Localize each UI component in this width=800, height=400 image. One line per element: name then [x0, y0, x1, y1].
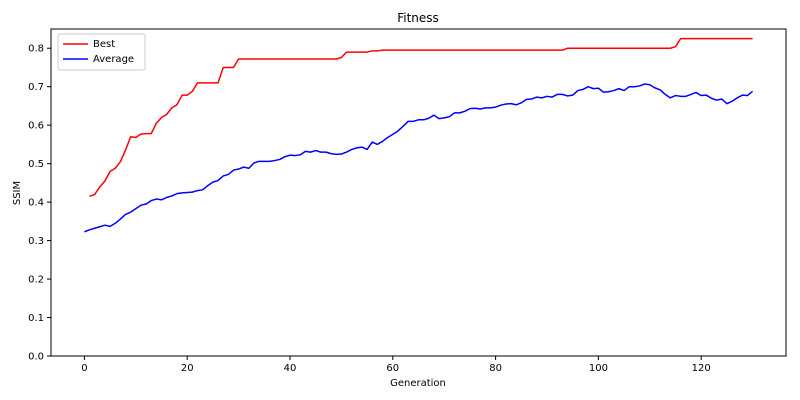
- chart-title: Fitness: [397, 11, 439, 25]
- y-tick-label: 0.1: [28, 313, 44, 324]
- y-axis-ticks: 0.0 0.1 0.2 0.3 0.4 0.5 0.6 0.7 0.8: [28, 44, 51, 363]
- y-tick-label: 0.4: [28, 198, 44, 209]
- series-layer: [84, 37, 754, 233]
- x-tick-label: 40: [284, 363, 297, 374]
- y-tick-label: 0.7: [28, 82, 44, 93]
- y-tick-label: 0.5: [28, 159, 44, 170]
- x-axis-label: Generation: [390, 378, 446, 389]
- legend: Best Average: [57, 33, 146, 71]
- x-tick-label: 120: [692, 363, 711, 374]
- legend-best-label: Best: [93, 39, 115, 50]
- x-tick-label: 0: [81, 363, 87, 374]
- y-tick-label: 0.8: [28, 44, 44, 55]
- x-tick-label: 20: [181, 363, 194, 374]
- series-line-best: [89, 37, 753, 198]
- series-line-average: [84, 83, 754, 233]
- y-axis-label: SSIM: [12, 181, 23, 205]
- x-axis-ticks: 0 20 40 60 80 100 120: [81, 356, 711, 374]
- x-tick-label: 100: [589, 363, 608, 374]
- y-tick-label: 0.3: [28, 236, 44, 247]
- x-tick-label: 60: [386, 363, 399, 374]
- y-tick-label: 0.6: [28, 121, 44, 132]
- legend-box: [57, 33, 146, 71]
- y-tick-label: 0.0: [28, 352, 44, 363]
- y-tick-label: 0.2: [28, 275, 44, 286]
- x-tick-label: 80: [489, 363, 502, 374]
- legend-average-label: Average: [93, 54, 134, 65]
- plot-frame: [50, 28, 787, 357]
